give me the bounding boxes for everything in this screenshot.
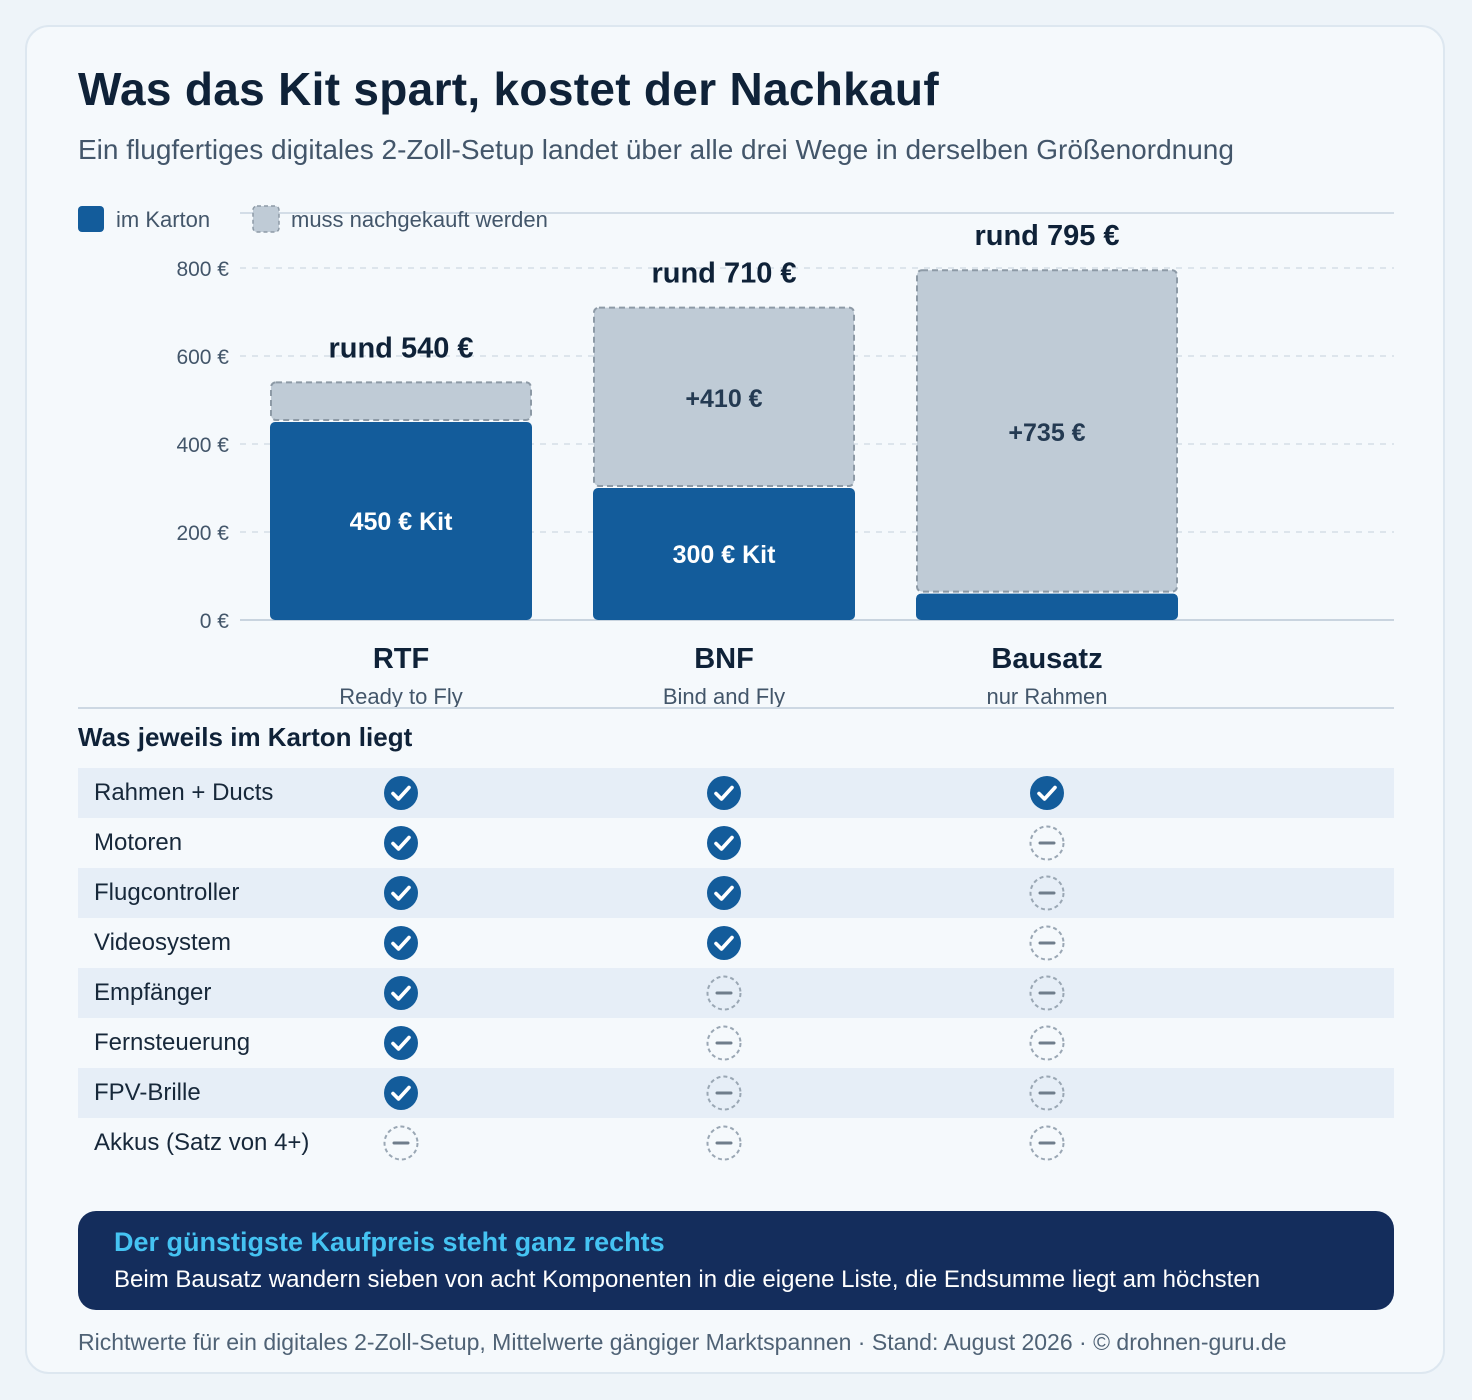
legend-label-kit: im Karton — [116, 207, 210, 232]
row-label: FPV-Brille — [94, 1079, 201, 1106]
check-circle-icon — [383, 925, 419, 961]
callout-box: Der günstigste Kaufpreis steht ganz rech… — [78, 1211, 1394, 1310]
row-label: Videosystem — [94, 929, 231, 956]
bar-total-label: rund 540 € — [328, 332, 473, 364]
y-tick-label: 600 € — [176, 346, 229, 369]
dash-circle-icon — [706, 1075, 742, 1111]
check-circle-icon — [706, 825, 742, 861]
bar-label-extra: +410 € — [685, 385, 762, 413]
table-row: FPV-Brille — [78, 1068, 1394, 1118]
callout-heading: Der günstigste Kaufpreis steht ganz rech… — [114, 1227, 665, 1257]
table-row: Empfänger — [78, 968, 1394, 1018]
dash-circle-icon — [1029, 1075, 1065, 1111]
contents-table: Rahmen + Ducts Motoren Flugcontroller Video… — [78, 768, 1394, 1168]
category-sublabel: nur Rahmen — [986, 684, 1107, 709]
check-circle-icon — [706, 925, 742, 961]
dash-circle-icon — [1029, 1125, 1065, 1161]
check-circle-icon — [383, 775, 419, 811]
legend-label-extra: muss nachgekauft werden — [291, 207, 548, 232]
bar-extra-rtf — [270, 381, 532, 421]
table-row: Akkus (Satz von 4+) — [78, 1118, 1394, 1168]
bar-total-label: rund 795 € — [974, 220, 1119, 252]
legend-swatch-extra — [252, 205, 280, 233]
dash-circle-icon — [706, 975, 742, 1011]
category-sublabel: Bind and Fly — [663, 684, 785, 709]
bar-kit-rtf — [270, 422, 532, 620]
dash-circle-icon — [383, 1125, 419, 1161]
infographic-card — [25, 25, 1445, 1374]
legend-swatch-kit — [78, 206, 104, 232]
check-circle-icon — [706, 875, 742, 911]
footer-note: Richtwerte für ein digitales 2-Zoll-Setu… — [78, 1329, 1287, 1355]
check-circle-icon — [383, 875, 419, 911]
bar-label-kit: 300 € Kit — [673, 541, 777, 569]
category-label: RTF — [373, 643, 429, 675]
dash-circle-icon — [1029, 975, 1065, 1011]
row-label: Akkus (Satz von 4+) — [94, 1129, 310, 1156]
y-tick-label: 0 € — [200, 610, 230, 633]
dash-circle-icon — [1029, 1025, 1065, 1061]
bar-label-kit: 450 € Kit — [350, 508, 454, 536]
bar-total-label: rund 710 € — [651, 258, 796, 290]
bar-kit-bausatz — [916, 593, 1178, 620]
page-title: Was das Kit spart, kostet der Nachkauf — [78, 63, 939, 115]
dash-circle-icon — [1029, 825, 1065, 861]
check-circle-icon — [383, 1075, 419, 1111]
row-label: Empfänger — [94, 979, 212, 1006]
row-label: Flugcontroller — [94, 879, 240, 906]
category-label: BNF — [694, 643, 754, 675]
table-row: Fernsteuerung — [78, 1018, 1394, 1068]
table-row: Flugcontroller — [78, 868, 1394, 918]
table-row: Motoren — [78, 818, 1394, 868]
dash-circle-icon — [1029, 925, 1065, 961]
table-row: Videosystem — [78, 918, 1394, 968]
dash-circle-icon — [706, 1125, 742, 1161]
check-circle-icon — [383, 1025, 419, 1061]
dash-circle-icon — [1029, 875, 1065, 911]
check-circle-icon — [1029, 775, 1065, 811]
check-circle-icon — [706, 775, 742, 811]
bar-extra-bnf — [593, 306, 855, 487]
dash-circle-icon — [706, 1025, 742, 1061]
check-circle-icon — [383, 825, 419, 861]
table-row: Rahmen + Ducts — [78, 768, 1394, 818]
page-subtitle: Ein flugfertiges digitales 2-Zoll-Setup … — [78, 134, 1234, 165]
callout-text: Beim Bausatz wandern sieben von acht Kom… — [114, 1266, 1261, 1293]
y-tick-label: 800 € — [176, 258, 229, 281]
category-sublabel: Ready to Fly — [339, 684, 463, 709]
stacked-bar-chart: im Karton muss nachgekauft werden 0 € 200 €… — [78, 205, 1394, 709]
row-label: Fernsteuerung — [94, 1029, 251, 1056]
row-label: Rahmen + Ducts — [94, 779, 274, 806]
table-title: Was jeweils im Karton liegt — [78, 722, 413, 752]
row-label: Motoren — [94, 829, 183, 856]
check-circle-icon — [383, 975, 419, 1011]
y-tick-label: 400 € — [176, 434, 229, 457]
bar-extra-bausatz — [916, 269, 1178, 593]
bar-label-extra: +735 € — [1008, 419, 1085, 447]
bar-kit-bnf — [593, 488, 855, 620]
category-label: Bausatz — [991, 643, 1102, 675]
y-tick-label: 200 € — [176, 522, 229, 545]
